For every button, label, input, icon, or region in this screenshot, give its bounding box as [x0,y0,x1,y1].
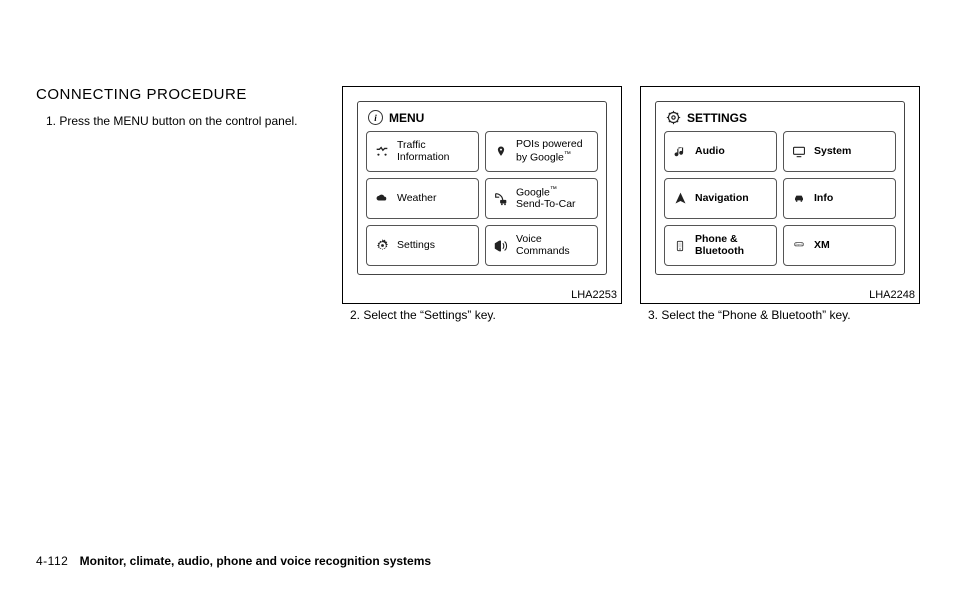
page-footer: 4-112 Monitor, climate, audio, phone and… [36,554,431,568]
send-to-car-button[interactable]: Google™Send-To-Car [485,178,598,219]
svg-text:((xm)): ((xm)) [795,242,802,246]
xm-button[interactable]: ((xm)) XM [783,225,896,266]
info-button[interactable]: Info [783,178,896,219]
gear-outline-icon [666,110,681,125]
xm-icon: ((xm)) [790,237,808,255]
menu-screen: i MENU TrafficInformation POIs [357,101,607,275]
voice-commands-label: VoiceCommands [516,234,591,257]
settings-screen: SETTINGS Audio System [655,101,905,275]
car-link-icon [492,190,510,208]
weather-button[interactable]: Weather [366,178,479,219]
voice-icon [492,237,510,255]
monitor-icon [790,143,808,161]
info-label: Info [814,193,889,205]
step-3-caption: 3. Select the “Phone & Bluetooth” key. [640,308,920,322]
step-1-text: Press the MENU button on the control pan… [59,114,297,128]
car-icon [790,190,808,208]
traffic-info-button[interactable]: TrafficInformation [366,131,479,172]
note-icon [671,143,689,161]
phone-bluetooth-button[interactable]: Phone &Bluetooth [664,225,777,266]
traffic-icon [373,143,391,161]
traffic-info-label: TrafficInformation [397,140,472,163]
screenshot-menu-id: LHA2253 [571,289,617,301]
settings-label: Settings [397,240,472,252]
pois-google-label: POIs poweredby Google™ [516,139,591,164]
system-button[interactable]: System [783,131,896,172]
system-label: System [814,146,889,158]
pin-icon [492,143,510,161]
step-1-num: 1. [46,114,56,128]
section-title: Monitor, climate, audio, phone and voice… [80,554,431,568]
nav-arrow-icon [671,190,689,208]
audio-button[interactable]: Audio [664,131,777,172]
xm-label: XM [814,240,889,252]
screenshot-settings: SETTINGS Audio System [640,86,920,304]
voice-commands-button[interactable]: VoiceCommands [485,225,598,266]
settings-button-grid: Audio System Navigation [664,131,896,266]
step-2-caption: 2. Select the “Settings” key. [342,308,622,322]
settings-button[interactable]: Settings [366,225,479,266]
navigation-button[interactable]: Navigation [664,178,777,219]
settings-title: SETTINGS [687,111,747,125]
cloud-icon [373,190,391,208]
info-icon: i [368,110,383,125]
menu-title-row: i MENU [366,108,598,131]
settings-title-row: SETTINGS [664,108,896,131]
phone-icon [671,237,689,255]
phone-bluetooth-label: Phone &Bluetooth [695,234,770,257]
audio-label: Audio [695,146,770,158]
menu-button-grid: TrafficInformation POIs poweredby Google… [366,131,598,266]
weather-label: Weather [397,193,472,205]
screenshot-settings-id: LHA2248 [869,289,915,301]
gear-icon [373,237,391,255]
section-heading: CONNECTING PROCEDURE [36,86,324,103]
navigation-label: Navigation [695,193,770,205]
menu-title: MENU [389,111,424,125]
screenshot-menu: i MENU TrafficInformation POIs [342,86,622,304]
page-number: 4-112 [36,554,68,568]
send-to-car-label: Google™Send-To-Car [516,186,591,211]
pois-google-button[interactable]: POIs poweredby Google™ [485,131,598,172]
step-1: 1. Press the MENU button on the control … [36,113,324,129]
